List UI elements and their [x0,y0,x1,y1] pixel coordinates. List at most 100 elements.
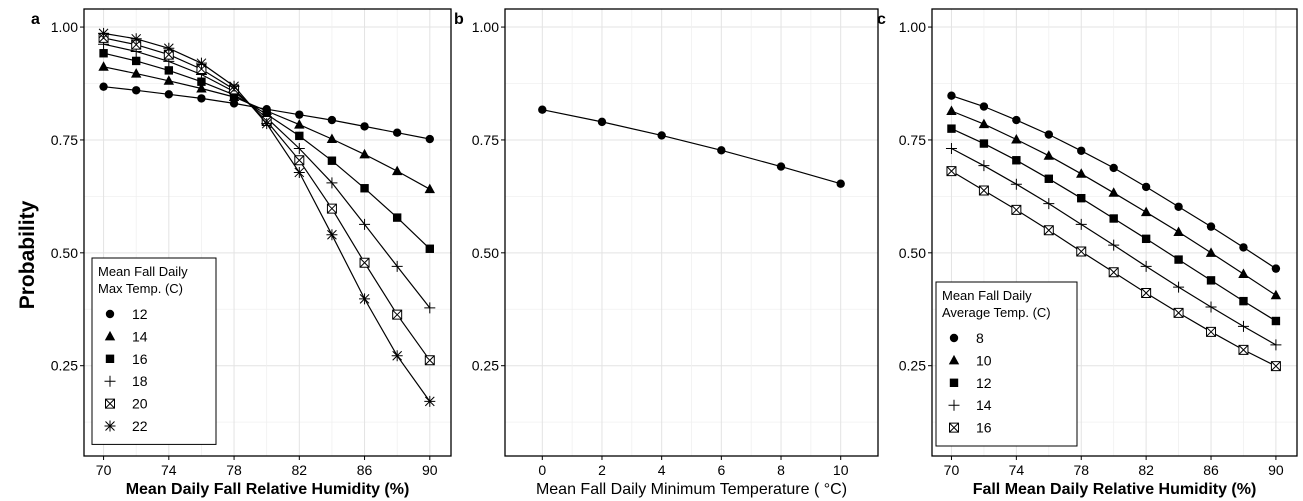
data-point [326,229,338,241]
legend-box [935,281,1078,447]
data-point [293,143,305,155]
y-tick-label: 0.25 [51,358,78,374]
data-point [293,166,305,178]
data-point [978,118,990,129]
legend: Mean Fall Daily Max Temp. (C) 12 14 16 18 20 22 [91,257,217,445]
plot-frame [83,8,452,457]
data-point [1239,243,1248,252]
data-point [99,82,108,91]
data-point [391,260,403,272]
data-point [1012,156,1021,165]
data-point [1076,246,1087,257]
data-point [836,179,845,188]
data-point [359,218,371,230]
x-tick-label: 90 [1268,462,1284,478]
data-point [1109,163,1118,173]
data-point [946,166,957,177]
data-point [98,27,110,39]
data-point [326,133,338,144]
data-point [597,117,607,127]
legend-marker [105,354,115,363]
data-point [392,213,402,222]
data-point [1141,182,1151,192]
data-point [391,165,403,176]
data-point [1010,178,1022,190]
y-tick-label: 0.50 [472,245,499,261]
x-tick-label: 78 [226,462,242,478]
y-tick-label: 0.75 [899,132,926,148]
data-point [978,185,989,196]
y-tick-label: 0.50 [899,245,926,261]
x-tick-label: 70 [96,462,112,478]
data-point [163,42,175,54]
y-tick-label: 1.00 [899,19,926,35]
legend-title: Mean Fall Daily [942,288,1032,303]
legend-marker [949,378,959,387]
legend-label: 8 [976,330,984,346]
data-point [1043,150,1054,160]
chart-panel-c: 1.00 0.75 0.50 0.25 70 74 78 82 86 90 Fall Mean Da… [899,8,1298,498]
data-point [294,155,305,166]
data-point [392,309,403,320]
data-point [1206,222,1216,231]
data-point [1108,239,1120,251]
data-point [197,94,206,103]
data-point [99,49,108,58]
data-point [425,134,434,144]
data-point [1109,214,1118,223]
data-point [1044,130,1054,139]
data-point [326,203,337,214]
data-point [294,119,305,129]
x-tick-label: 6 [717,462,725,478]
x-tick-label: 74 [161,462,177,478]
x-tick-label: 8 [777,462,785,478]
data-point [229,99,239,108]
x-tick-label: 70 [944,462,960,478]
x-tick-label: 74 [1009,462,1025,478]
legend-marker [105,309,115,319]
data-point [1206,276,1216,285]
data-point [261,118,273,130]
data-point [1271,316,1281,326]
data-point [360,184,369,193]
panel-a-label: a [31,11,40,28]
chart-panel-b: 1.00 0.75 0.50 0.25 0 2 4 6 8 10 Mean Fall Daily M… [472,8,879,498]
x-tick-label: 86 [1203,462,1219,478]
data-point [1141,234,1151,244]
x-axis-title: Mean Fall Daily Minimum Temperature ( °C… [536,481,847,498]
legend: Mean Fall Daily Average Temp. (C) 8 10 12 14 1… [935,281,1078,447]
data-point [164,90,174,99]
chart-panel-a: 1.00 0.75 0.50 0.25 70 74 78 82 86 90 Mean Daily F… [51,8,452,498]
legend-label: 16 [976,420,992,436]
y-tick-label: 0.75 [472,132,499,148]
data-point [717,146,726,155]
y-tick-label: 1.00 [472,19,499,35]
data-point [359,257,370,268]
data-point [424,355,435,366]
x-axis-title: Mean Daily Fall Relative Humidity (%) [126,481,410,498]
data-point [1205,301,1217,313]
x-tick-label: 90 [422,462,438,478]
data-point [1270,361,1281,372]
data-point [1174,255,1183,264]
plot-frame [931,8,1298,457]
series-16 [946,166,1281,372]
legend-label: 14 [976,397,992,413]
legend-label: 20 [132,396,148,412]
x-tick-label: 82 [292,462,308,478]
data-point [1205,247,1217,257]
series-main [538,105,845,188]
legend-marker [104,375,116,387]
data-point [196,82,207,93]
data-point [1140,260,1152,272]
legend-label: 22 [132,418,148,434]
data-point [1237,320,1249,332]
data-point [1174,202,1183,211]
legend-label: 12 [132,306,148,322]
data-point [1238,344,1249,355]
data-point [1206,326,1217,337]
x-tick-label: 4 [658,462,666,478]
data-point [131,56,141,66]
data-point [1108,187,1119,197]
